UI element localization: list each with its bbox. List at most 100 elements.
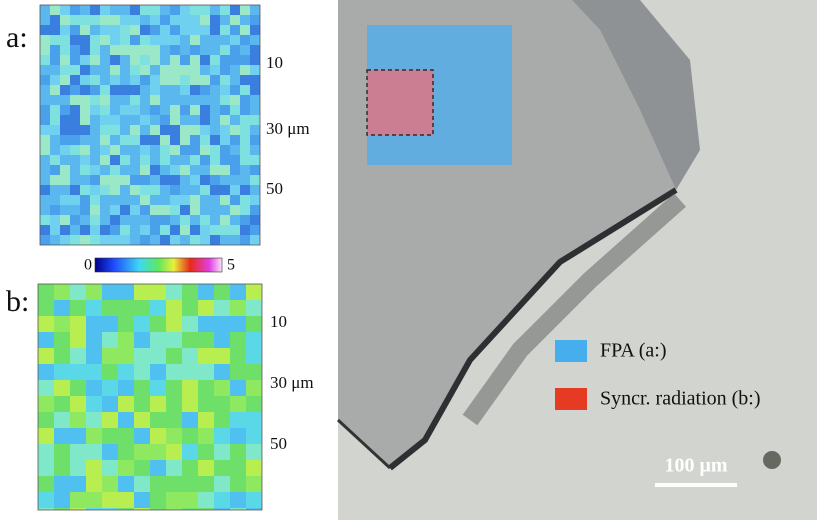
- heat-cell: [90, 125, 101, 136]
- heat-cell: [60, 185, 71, 196]
- heat-cell: [200, 65, 211, 76]
- heat-cell: [140, 225, 151, 236]
- heat-cell: [60, 75, 71, 86]
- heat-cell: [214, 428, 231, 445]
- heat-cell: [100, 45, 111, 56]
- heat-cell: [182, 364, 199, 381]
- heat-cell: [160, 85, 171, 96]
- heat-cell: [70, 215, 81, 226]
- heat-cell: [130, 85, 141, 96]
- heat-cell: [140, 15, 151, 26]
- heat-cell: [190, 135, 201, 146]
- heat-cell: [40, 25, 51, 36]
- heat-cell: [180, 15, 191, 26]
- heat-cell: [140, 45, 151, 56]
- heat-cell: [50, 5, 61, 16]
- tick-label: 30 μm: [270, 373, 314, 392]
- heat-cell: [166, 300, 183, 317]
- heat-cell: [70, 205, 81, 216]
- figure: a: 10 30 μm 50 0 5 b: 10 30 μm 50 FPA (a…: [0, 0, 817, 520]
- heat-cell: [240, 235, 251, 246]
- heat-cell: [100, 35, 111, 46]
- heat-cell: [102, 316, 119, 333]
- heat-cell: [54, 348, 71, 365]
- heat-cell: [40, 105, 51, 116]
- heat-cell: [118, 364, 135, 381]
- heat-cell: [210, 195, 221, 206]
- heat-cell: [110, 65, 121, 76]
- heat-cell: [214, 460, 231, 477]
- heat-cell: [240, 65, 251, 76]
- heat-cell: [190, 205, 201, 216]
- heat-cell: [214, 380, 231, 397]
- heat-cell: [80, 225, 91, 236]
- heat-cell: [54, 492, 71, 509]
- heat-cell: [230, 25, 241, 36]
- heat-cell: [60, 125, 71, 136]
- heat-cell: [54, 284, 71, 301]
- heat-cell: [60, 215, 71, 226]
- heat-cell: [200, 75, 211, 86]
- heat-cell: [80, 85, 91, 96]
- heat-cell: [110, 15, 121, 26]
- heat-cell: [220, 215, 231, 226]
- heat-cell: [160, 185, 171, 196]
- heat-cell: [38, 348, 55, 365]
- heat-cell: [120, 215, 131, 226]
- heat-cell: [190, 75, 201, 86]
- heat-cell: [120, 15, 131, 26]
- heat-cell: [190, 5, 201, 16]
- heat-cell: [150, 364, 167, 381]
- heat-cell: [110, 195, 121, 206]
- heat-cell: [198, 396, 215, 413]
- heat-cell: [70, 428, 87, 445]
- heat-cell: [246, 364, 263, 381]
- heat-cell: [150, 125, 161, 136]
- heat-cell: [210, 225, 221, 236]
- heat-cell: [240, 25, 251, 36]
- heat-cell: [210, 155, 221, 166]
- heat-cell: [60, 25, 71, 36]
- heat-cell: [110, 185, 121, 196]
- heat-cell: [230, 65, 241, 76]
- heat-cell: [80, 135, 91, 146]
- heat-cell: [180, 95, 191, 106]
- heat-cell: [150, 135, 161, 146]
- heat-cell: [250, 115, 261, 126]
- heat-cell: [200, 115, 211, 126]
- heat-cell: [180, 145, 191, 156]
- heat-cell: [182, 476, 199, 493]
- heat-cell: [200, 195, 211, 206]
- heat-cell: [180, 105, 191, 116]
- heat-cell: [110, 215, 121, 226]
- heat-cell: [100, 65, 111, 76]
- heat-cell: [160, 65, 171, 76]
- heat-cell: [230, 300, 247, 317]
- heat-cell: [182, 428, 199, 445]
- heat-cell: [230, 428, 247, 445]
- heat-cell: [230, 165, 241, 176]
- heat-cell: [50, 155, 61, 166]
- heat-cell: [60, 105, 71, 116]
- heat-cell: [150, 45, 161, 56]
- heat-cell: [180, 85, 191, 96]
- heat-cell: [38, 396, 55, 413]
- heat-cell: [150, 165, 161, 176]
- heat-cell: [180, 135, 191, 146]
- heat-cell: [230, 364, 247, 381]
- heat-cell: [110, 205, 121, 216]
- heat-cell: [250, 195, 261, 206]
- heat-cell: [40, 155, 51, 166]
- heat-cell: [140, 25, 151, 36]
- heat-cell: [120, 185, 131, 196]
- heat-cell: [134, 460, 151, 477]
- heat-cell: [50, 175, 61, 186]
- heat-cell: [240, 175, 251, 186]
- heat-cell: [90, 145, 101, 156]
- heat-cell: [170, 85, 181, 96]
- heat-cell: [70, 332, 87, 349]
- heat-cell: [118, 380, 135, 397]
- heat-cell: [150, 444, 167, 461]
- heat-cell: [240, 45, 251, 56]
- heat-cell: [230, 175, 241, 186]
